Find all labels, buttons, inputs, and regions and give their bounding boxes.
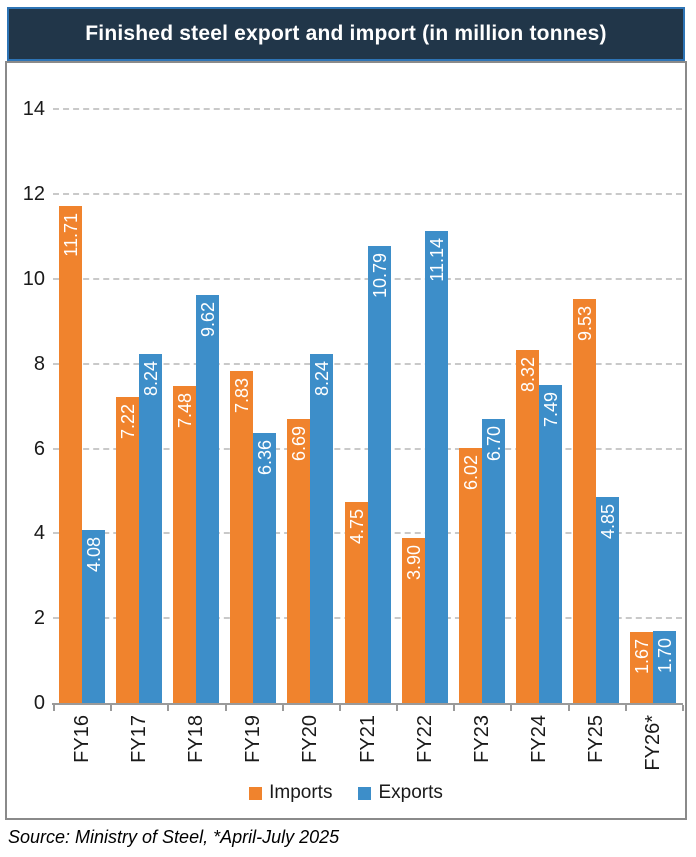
bar-value-label: 8.32	[517, 357, 538, 393]
bar-value-label: 9.62	[197, 302, 218, 338]
x-axis-category-label: FY23	[470, 715, 493, 763]
x-axis-category-label: FY21	[356, 715, 379, 763]
bar-imports-FY26	[630, 632, 653, 703]
chart-title: Finished steel export and import (in mil…	[85, 22, 607, 45]
bar-exports-FY24	[539, 385, 562, 703]
gridline-14	[53, 108, 682, 111]
x-axis-tick	[167, 705, 169, 711]
gridline-10	[53, 278, 682, 280]
bar-imports-FY17	[116, 397, 139, 703]
legend-item-exports: Exports	[358, 782, 443, 804]
x-axis-tick	[396, 705, 398, 711]
y-axis-tick-label: 2	[33, 607, 45, 630]
x-axis-tick	[110, 705, 112, 711]
x-axis-tick	[453, 705, 455, 711]
bar-exports-FY20	[310, 354, 333, 703]
x-axis-category-label: FY20	[299, 715, 322, 763]
plot-area: Imports Exports 0 2 4 6 8 10 12 14 11.71 4.08 FY16…	[5, 61, 687, 820]
x-axis-tick	[682, 705, 684, 711]
x-axis-category-label: FY16	[70, 715, 93, 763]
legend-label-imports: Imports	[269, 782, 333, 803]
bar-value-label: 11.71	[60, 213, 81, 257]
x-axis-tick	[625, 705, 627, 711]
bar-exports-FY22	[425, 231, 448, 703]
x-axis-line	[52, 703, 683, 705]
y-axis-tick-label: 14	[22, 98, 45, 121]
x-axis-tick	[53, 705, 55, 711]
x-axis-tick	[225, 705, 227, 711]
bar-imports-FY21	[345, 502, 368, 703]
y-axis-tick-label: 6	[33, 437, 45, 460]
bar-exports-FY16	[82, 530, 105, 703]
bar-value-label: 10.79	[369, 253, 390, 299]
bar-imports-FY23	[459, 448, 482, 703]
bar-imports-FY16	[59, 206, 82, 703]
bar-value-label: 8.24	[311, 361, 332, 397]
bar-imports-FY24	[516, 350, 539, 703]
y-axis-tick-label: 4	[33, 522, 45, 545]
gridline-12	[53, 193, 682, 196]
source-note: Source: Ministry of Steel, *April-July 2…	[8, 827, 340, 847]
bar-value-label: 3.90	[403, 545, 424, 581]
chart-title-bar: Finished steel export and import (in mil…	[7, 7, 685, 61]
gridline-6	[53, 447, 682, 450]
y-axis-tick-label: 10	[22, 268, 45, 290]
bar-exports-FY25	[596, 497, 619, 703]
bar-value-label: 6.02	[460, 455, 481, 491]
y-axis-tick-label: 0	[33, 692, 45, 714]
bar-value-label: 4.08	[83, 537, 104, 573]
bar-exports-FY21	[368, 246, 391, 703]
bar-imports-FY20	[287, 419, 310, 703]
bar-imports-FY22	[402, 538, 425, 703]
bar-value-label: 1.67	[631, 639, 652, 675]
bar-imports-FY18	[173, 386, 196, 703]
y-axis-tick-label: 8	[33, 352, 45, 375]
bar-exports-FY18	[196, 295, 219, 703]
x-axis-category-label: FY17	[127, 715, 150, 763]
bar-value-label: 7.83	[231, 378, 252, 414]
bar-exports-FY26	[653, 631, 676, 703]
legend-swatch-exports	[358, 786, 372, 800]
bar-value-label: 11.14	[426, 238, 447, 282]
bar-value-label: 4.75	[346, 509, 367, 545]
x-axis-category-label: FY22	[413, 715, 436, 763]
x-axis-tick	[568, 705, 570, 711]
x-axis-tick	[510, 705, 512, 711]
bar-imports-FY25	[573, 299, 596, 703]
x-axis-category-label: FY26*	[642, 715, 665, 771]
bar-value-label: 7.48	[174, 393, 195, 429]
bar-exports-FY19	[253, 433, 276, 703]
bar-imports-FY19	[230, 371, 253, 703]
bar-value-label: 6.36	[254, 440, 275, 476]
legend-item-imports: Imports	[249, 782, 332, 804]
bar-exports-FY17	[139, 354, 162, 703]
gridline-8	[53, 362, 682, 365]
y-axis-tick-label: 12	[22, 183, 45, 206]
x-axis-category-label: FY25	[585, 715, 608, 763]
bar-value-label: 6.70	[483, 426, 504, 462]
bar-exports-FY23	[482, 419, 505, 703]
bar-value-label: 7.49	[540, 392, 561, 428]
legend-swatch-imports	[249, 786, 263, 800]
bar-value-label: 9.53	[574, 306, 595, 342]
bar-value-label: 1.70	[654, 638, 675, 674]
x-axis-tick	[282, 705, 284, 711]
x-axis-tick	[339, 705, 341, 711]
legend-label-exports: Exports	[378, 782, 443, 803]
chart-legend: Imports Exports	[7, 782, 685, 804]
bar-value-label: 4.85	[597, 504, 618, 540]
bar-value-label: 8.24	[140, 361, 161, 397]
x-axis-category-label: FY18	[184, 715, 207, 763]
bar-value-label: 6.69	[288, 426, 309, 462]
x-axis-category-label: FY24	[528, 715, 551, 763]
bar-value-label: 7.22	[117, 404, 138, 440]
x-axis-category-label: FY19	[242, 715, 265, 763]
